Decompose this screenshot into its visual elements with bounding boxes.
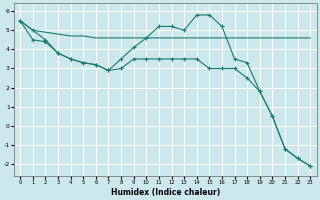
X-axis label: Humidex (Indice chaleur): Humidex (Indice chaleur) xyxy=(111,188,220,197)
